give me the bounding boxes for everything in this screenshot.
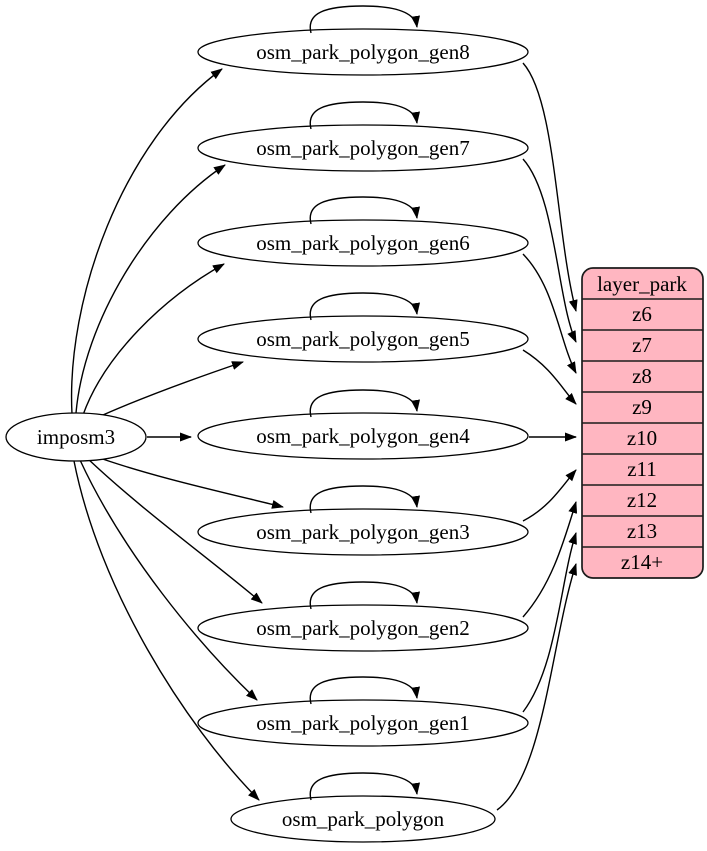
edge-osm-park-polygon-gen1-to-z13 <box>522 532 577 713</box>
node-ellipse <box>197 28 529 76</box>
node-layer-park: layer_park z6 z7 z8 z9 z10 z11 z12 z13 z… <box>581 267 704 579</box>
self-loop-osm-park-polygon <box>309 772 420 801</box>
node-ellipse <box>197 219 529 267</box>
self-loop-edges <box>309 5 420 801</box>
node-label: osm_park_polygon_gen2 <box>256 616 469 640</box>
node-ellipse <box>5 412 147 462</box>
node-label: osm_park_polygon_gen6 <box>256 231 469 255</box>
node-label: osm_park_polygon_gen3 <box>256 520 469 544</box>
node-ellipse <box>197 699 529 747</box>
node-osm-park-polygon-gen3: osm_park_polygon_gen3 <box>197 508 529 556</box>
node-ellipse <box>197 508 529 556</box>
zoom-row-z9: z9 <box>632 395 652 419</box>
zoom-row-z13: z13 <box>627 519 657 543</box>
node-ellipse <box>197 315 529 363</box>
layer-park-title: layer_park <box>597 272 687 296</box>
node-label: osm_park_polygon_gen5 <box>256 327 469 351</box>
self-loop-osm-park-polygon-gen5 <box>309 292 420 321</box>
node-ellipse <box>197 124 529 172</box>
node-osm-park-polygon: osm_park_polygon <box>230 795 496 843</box>
zoom-row-z7: z7 <box>632 333 652 357</box>
zoom-row-z10: z10 <box>627 426 657 450</box>
node-label: osm_park_polygon <box>282 807 445 831</box>
node-label: imposm3 <box>37 425 115 449</box>
zoom-row-z14plus: z14+ <box>621 550 663 574</box>
edge-osm-park-polygon-gen2-to-z12 <box>522 501 578 618</box>
self-loop-osm-park-polygon-gen8 <box>309 5 420 34</box>
zoom-row-z12: z12 <box>627 488 657 512</box>
node-osm-park-polygon-gen4: osm_park_polygon_gen4 <box>197 412 529 460</box>
edge-osm-park-polygon-gen6-to-z8 <box>522 253 577 374</box>
edge-osm-park-polygon-gen5-to-z9 <box>522 349 577 405</box>
node-osm-park-polygon-gen6: osm_park_polygon_gen6 <box>197 219 529 267</box>
edge-osm-park-polygon-gen7-to-z7 <box>522 158 577 343</box>
node-label: osm_park_polygon_gen7 <box>256 136 469 160</box>
edge-osm-park-polygon-gen3-to-z11 <box>522 469 577 522</box>
self-loop-osm-park-polygon-gen3 <box>309 485 420 514</box>
edge-osm-park-polygon-to-z14plus <box>496 563 577 811</box>
edge-imposm3-to-osm-park-polygon-gen5 <box>93 361 244 420</box>
self-loop-osm-park-polygon-gen7 <box>309 101 420 130</box>
table-nodes: osm_park_polygon_gen8 osm_park_polygon_g… <box>197 28 529 843</box>
node-ellipse <box>230 795 496 843</box>
zoom-row-z11: z11 <box>627 457 657 481</box>
node-ellipse <box>197 604 529 652</box>
node-osm-park-polygon-gen8: osm_park_polygon_gen8 <box>197 28 529 76</box>
node-ellipse <box>197 412 529 460</box>
layer-park-row-dividers <box>582 298 703 548</box>
node-osm-park-polygon-gen1: osm_park_polygon_gen1 <box>197 699 529 747</box>
edge-imposm3-to-osm-park-polygon-gen2 <box>86 457 263 604</box>
self-loop-osm-park-polygon-gen6 <box>309 196 420 225</box>
edge-imposm3-to-osm-park-polygon-gen6 <box>82 263 225 416</box>
node-label: osm_park_polygon_gen1 <box>256 711 469 735</box>
node-osm-park-polygon-gen7: osm_park_polygon_gen7 <box>197 124 529 172</box>
node-label: osm_park_polygon_gen4 <box>256 424 470 448</box>
node-osm-park-polygon-gen2: osm_park_polygon_gen2 <box>197 604 529 652</box>
self-loop-osm-park-polygon-gen4 <box>309 389 420 418</box>
edge-imposm3-to-osm-park-polygon-gen8 <box>70 68 223 415</box>
edges-source-to-tables <box>70 68 284 801</box>
edge-imposm3-to-osm-park-polygon-gen7 <box>75 164 226 414</box>
edges-tables-to-zoom-rows <box>496 62 578 811</box>
self-loop-osm-park-polygon-gen2 <box>309 581 420 610</box>
self-loop-osm-park-polygon-gen1 <box>309 676 420 705</box>
node-imposm3: imposm3 <box>5 412 147 462</box>
edge-osm-park-polygon-gen8-to-z6 <box>522 62 578 312</box>
zoom-row-z8: z8 <box>632 364 652 388</box>
edge-imposm3-to-osm-park-polygon <box>73 460 260 801</box>
node-osm-park-polygon-gen5: osm_park_polygon_gen5 <box>197 315 529 363</box>
zoom-row-z6: z6 <box>632 302 652 326</box>
edge-imposm3-to-osm-park-polygon-gen3 <box>93 455 284 509</box>
edge-imposm3-to-osm-park-polygon-gen1 <box>79 459 258 701</box>
node-label: osm_park_polygon_gen8 <box>256 40 469 64</box>
